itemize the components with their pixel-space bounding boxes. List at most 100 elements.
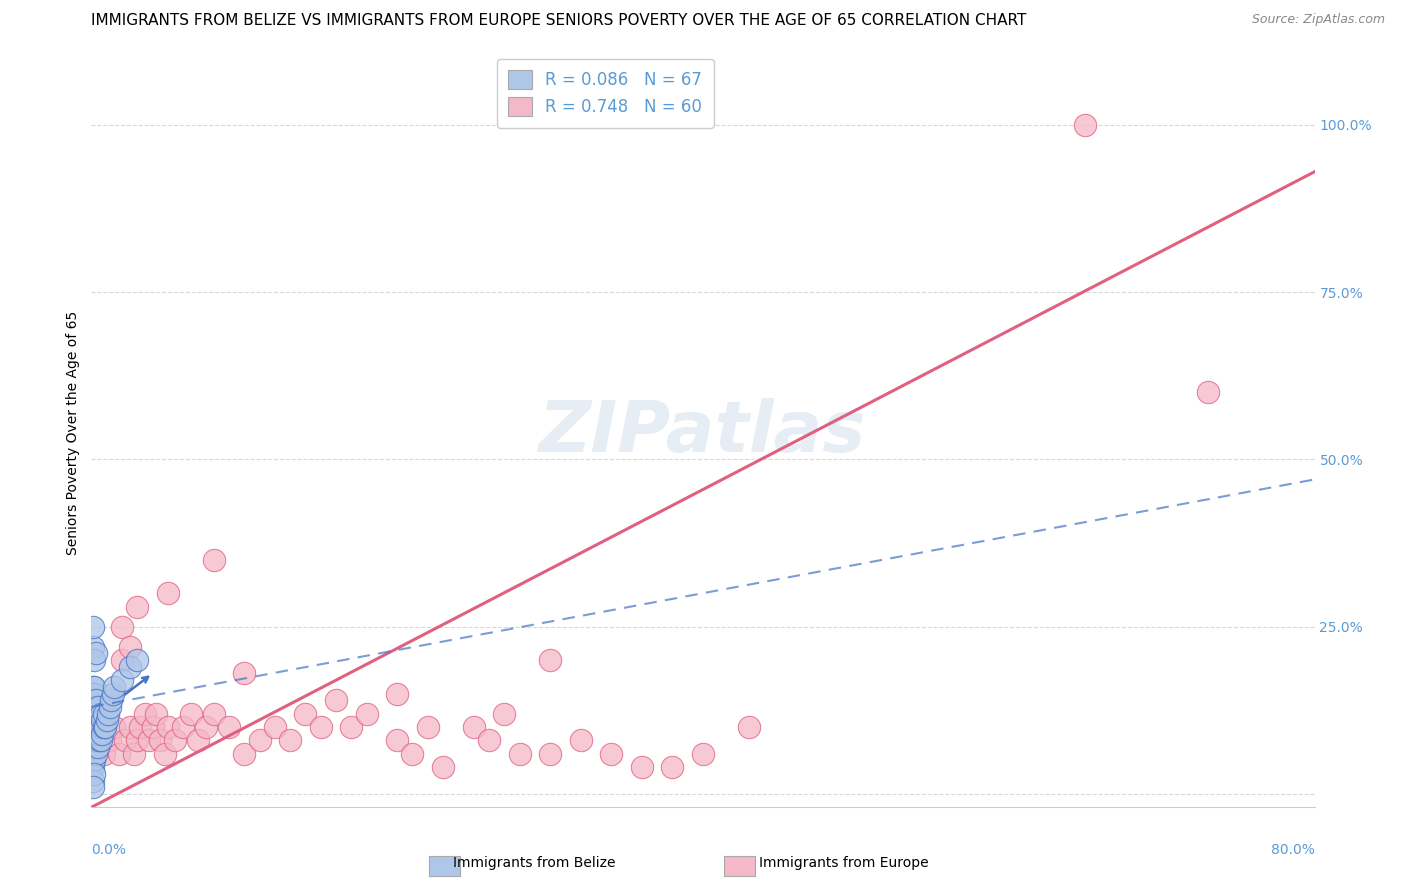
- Point: [84, 733, 107, 747]
- Point: [153, 747, 176, 761]
- Point: [82, 773, 104, 788]
- Point: [83, 733, 105, 747]
- Point: [127, 599, 149, 614]
- Point: [83, 699, 105, 714]
- Point: [84, 726, 107, 740]
- Point: [118, 640, 141, 654]
- Point: [83, 767, 105, 781]
- Point: [114, 733, 136, 747]
- Point: [82, 640, 104, 654]
- Point: [83, 714, 105, 728]
- Point: [538, 747, 561, 761]
- Point: [111, 620, 134, 634]
- Point: [138, 733, 160, 747]
- Point: [82, 693, 104, 707]
- Point: [356, 706, 378, 721]
- Point: [187, 733, 209, 747]
- Point: [101, 687, 124, 701]
- Point: [463, 720, 485, 734]
- Text: 80.0%: 80.0%: [1271, 843, 1315, 857]
- Point: [118, 720, 141, 734]
- Point: [145, 706, 167, 721]
- Point: [98, 733, 121, 747]
- Point: [82, 714, 104, 728]
- Point: [111, 673, 134, 688]
- Point: [661, 760, 683, 774]
- Point: [218, 720, 240, 734]
- Point: [401, 747, 423, 761]
- Point: [195, 720, 218, 734]
- Point: [96, 706, 118, 721]
- Point: [141, 720, 163, 734]
- Point: [129, 720, 152, 734]
- Point: [93, 747, 115, 761]
- Point: [84, 747, 107, 761]
- Point: [82, 733, 104, 747]
- Text: ZIPatlas: ZIPatlas: [540, 398, 866, 467]
- Point: [82, 699, 104, 714]
- Point: [82, 687, 104, 701]
- Point: [134, 706, 156, 721]
- Point: [82, 706, 104, 721]
- Point: [172, 720, 194, 734]
- Text: 0.0%: 0.0%: [91, 843, 127, 857]
- Point: [122, 747, 145, 761]
- Point: [84, 646, 107, 660]
- Point: [96, 714, 118, 728]
- Point: [84, 706, 107, 721]
- Point: [83, 720, 105, 734]
- Point: [294, 706, 316, 721]
- Point: [83, 693, 105, 707]
- Point: [93, 706, 115, 721]
- Point: [90, 720, 112, 734]
- Point: [87, 733, 110, 747]
- Point: [91, 714, 114, 728]
- Point: [83, 680, 105, 694]
- Point: [87, 720, 110, 734]
- Point: [87, 733, 110, 747]
- Point: [93, 720, 115, 734]
- Point: [82, 620, 104, 634]
- Point: [84, 699, 107, 714]
- Point: [84, 714, 107, 728]
- Point: [416, 720, 439, 734]
- Point: [692, 747, 714, 761]
- Point: [83, 653, 105, 667]
- Point: [82, 680, 104, 694]
- Point: [569, 733, 592, 747]
- Point: [94, 720, 117, 734]
- Point: [202, 706, 225, 721]
- Point: [82, 720, 104, 734]
- Point: [631, 760, 654, 774]
- Point: [494, 706, 516, 721]
- Point: [264, 720, 287, 734]
- Point: [180, 706, 202, 721]
- Legend: R = 0.086   N = 67, R = 0.748   N = 60: R = 0.086 N = 67, R = 0.748 N = 60: [496, 59, 714, 128]
- Point: [103, 680, 125, 694]
- Point: [1197, 385, 1219, 400]
- Point: [738, 720, 761, 734]
- Point: [156, 586, 179, 600]
- Point: [127, 653, 149, 667]
- Point: [87, 714, 110, 728]
- Point: [82, 753, 104, 767]
- Text: IMMIGRANTS FROM BELIZE VS IMMIGRANTS FROM EUROPE SENIORS POVERTY OVER THE AGE OF: IMMIGRANTS FROM BELIZE VS IMMIGRANTS FRO…: [91, 13, 1026, 29]
- Point: [385, 687, 409, 701]
- Point: [127, 733, 149, 747]
- Point: [83, 726, 105, 740]
- Point: [97, 706, 120, 721]
- Y-axis label: Seniors Poverty Over the Age of 65: Seniors Poverty Over the Age of 65: [66, 310, 80, 555]
- Point: [111, 653, 134, 667]
- Point: [82, 733, 104, 747]
- Point: [1074, 118, 1097, 132]
- Point: [84, 693, 107, 707]
- Point: [84, 720, 107, 734]
- Point: [87, 726, 110, 740]
- Point: [86, 714, 108, 728]
- Point: [90, 733, 112, 747]
- Point: [202, 553, 225, 567]
- Point: [233, 747, 256, 761]
- Point: [82, 780, 104, 795]
- Point: [118, 660, 141, 674]
- Point: [309, 720, 332, 734]
